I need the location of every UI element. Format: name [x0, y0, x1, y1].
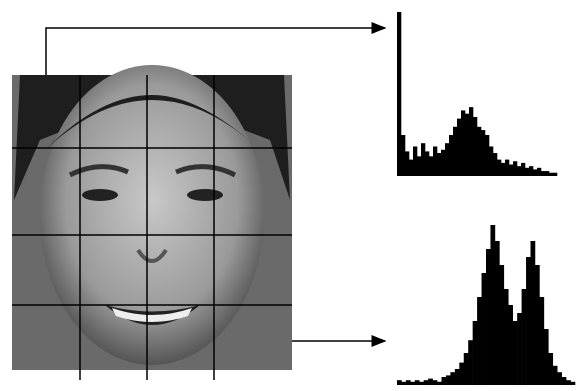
- histogram-bar: [537, 168, 541, 176]
- histogram-bar: [437, 382, 442, 385]
- histogram-bar: [410, 382, 415, 385]
- histogram-bar: [442, 377, 447, 385]
- histogram-bar: [517, 313, 522, 385]
- arrow: [46, 28, 385, 75]
- histogram-bar: [486, 249, 491, 385]
- histogram-bar: [481, 130, 485, 176]
- histogram-bar: [513, 161, 517, 176]
- histogram-bar: [495, 241, 500, 385]
- histogram-bar: [473, 117, 477, 176]
- histogram-bar: [553, 173, 557, 176]
- histogram-bar: [533, 169, 537, 176]
- histogram-bar: [535, 265, 540, 385]
- histogram-bar: [397, 12, 401, 176]
- histogram-bar: [513, 321, 518, 385]
- histogram-bar: [397, 380, 402, 385]
- histogram-bar: [493, 153, 497, 176]
- histogram-bar: [553, 366, 558, 385]
- histogram-bar: [490, 225, 495, 385]
- histogram-bar: [522, 289, 527, 385]
- histogram-bar: [450, 372, 455, 385]
- histogram-bar: [469, 107, 473, 176]
- histogram-bar: [449, 135, 453, 176]
- histogram-bar: [428, 379, 433, 385]
- histogram-bar: [446, 375, 451, 385]
- histogram-bar: [417, 156, 421, 176]
- histogram-bar: [401, 382, 406, 385]
- histogram-bar: [517, 166, 521, 176]
- histogram-bar: [541, 171, 545, 176]
- histogram-bar: [429, 156, 433, 176]
- histogram-bar: [497, 160, 501, 176]
- histogram-bar: [455, 369, 460, 385]
- histogram-bar: [539, 297, 544, 385]
- histogram-bar: [441, 150, 445, 176]
- histogram-bar: [508, 305, 513, 385]
- histogram-bar: [545, 171, 549, 176]
- histogram-bar: [415, 380, 420, 385]
- histogram-bar: [501, 163, 505, 176]
- histogram-bar: [461, 110, 465, 176]
- histogram-bar: [549, 173, 553, 176]
- histogram-bar: [526, 257, 531, 385]
- histogram-bar: [406, 380, 411, 385]
- histogram-bar: [425, 151, 429, 176]
- histogram-bar: [468, 340, 473, 385]
- histogram-bar: [525, 168, 529, 176]
- histogram-bar: [453, 127, 457, 176]
- histogram-bar: [489, 146, 493, 176]
- face-image: [12, 65, 292, 370]
- histogram-bar: [529, 166, 533, 176]
- histogram-bar: [437, 153, 441, 176]
- histogram-bar: [421, 143, 425, 176]
- histogram-bar: [571, 382, 576, 385]
- histogram-bar: [544, 329, 549, 385]
- histogram-bar: [401, 135, 405, 176]
- histogram-bar: [465, 114, 469, 176]
- histogram-bar: [531, 241, 536, 385]
- histogram-bar: [445, 143, 449, 176]
- histogram-bar: [477, 127, 481, 176]
- histogram-bar: [521, 163, 525, 176]
- histogram-bar: [424, 380, 429, 385]
- histogram-bar: [433, 380, 438, 385]
- histogram-bar: [459, 363, 464, 385]
- histogram-bar: [464, 353, 469, 385]
- histogram-bar: [566, 380, 571, 385]
- histogram-bar: [477, 297, 482, 385]
- histogram-bar: [509, 165, 513, 176]
- histogram-bar: [405, 151, 409, 176]
- histogram-bar: [419, 382, 424, 385]
- histogram-bar: [409, 160, 413, 176]
- histogram-bar: [504, 289, 509, 385]
- diagram: [0, 0, 581, 391]
- histogram-bar: [413, 146, 417, 176]
- histogram-bar: [485, 135, 489, 176]
- histogram-bar: [473, 321, 478, 385]
- histogram-bar: [482, 273, 487, 385]
- histogram-bar: [505, 160, 509, 176]
- histogram-bar: [548, 353, 553, 385]
- histogram-bar: [499, 265, 504, 385]
- histogram-bar: [562, 377, 567, 385]
- histogram-bar: [557, 372, 562, 385]
- histogram-bar: [433, 146, 437, 176]
- histogram-bar: [457, 119, 461, 176]
